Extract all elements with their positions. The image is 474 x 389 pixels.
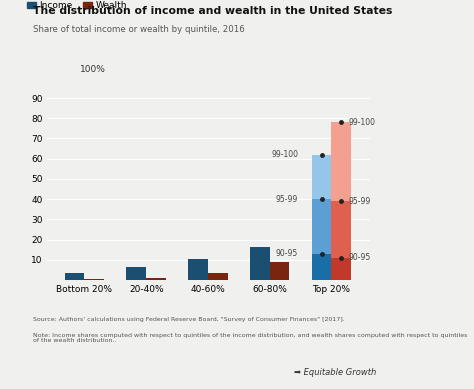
Bar — [127, 267, 146, 280]
Text: ➡ Equitable Growth: ➡ Equitable Growth — [294, 368, 376, 377]
Bar — [331, 122, 351, 201]
Bar — [331, 258, 351, 280]
Bar — [188, 259, 208, 280]
Text: 99-100: 99-100 — [271, 150, 298, 159]
Bar — [312, 199, 331, 254]
Bar — [312, 155, 331, 199]
Text: Share of total income or wealth by quintile, 2016: Share of total income or wealth by quint… — [33, 25, 245, 34]
Text: Source: Authors' calculations using Federal Reserve Board, "Survey of Consumer F: Source: Authors' calculations using Fede… — [33, 317, 345, 322]
Text: 95-99: 95-99 — [276, 194, 298, 204]
Bar — [250, 247, 270, 280]
Text: 90-95: 90-95 — [276, 249, 298, 258]
Text: 100%: 100% — [80, 65, 105, 74]
Text: Note: Income shares computed with respect to quintiles of the income distributio: Note: Income shares computed with respec… — [33, 333, 467, 343]
Bar — [312, 254, 331, 280]
Bar — [64, 273, 84, 280]
Text: 90-95: 90-95 — [349, 253, 371, 262]
Text: The distribution of income and wealth in the United States: The distribution of income and wealth in… — [33, 6, 392, 16]
Bar — [331, 201, 351, 258]
Text: 99-100: 99-100 — [349, 118, 376, 127]
Bar — [146, 278, 166, 280]
Bar — [208, 273, 228, 280]
Bar — [270, 262, 290, 280]
Text: 95-99: 95-99 — [349, 197, 371, 206]
Legend: Income, Wealth: Income, Wealth — [23, 0, 131, 14]
Bar — [84, 279, 104, 280]
